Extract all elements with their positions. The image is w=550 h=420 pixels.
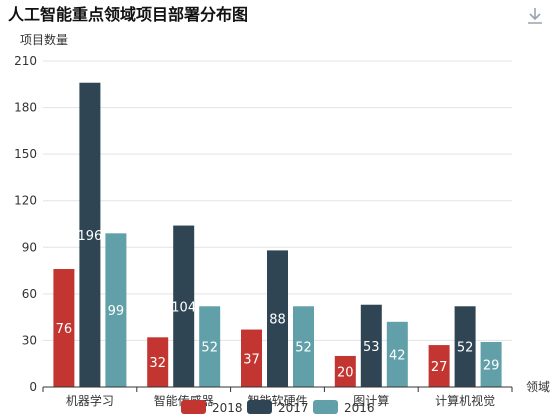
bar-value-label: 53	[363, 340, 380, 355]
bar-2017-0[interactable]	[79, 82, 101, 387]
legend-item-2018[interactable]: 2018	[181, 400, 243, 415]
bar-value-label: 37	[243, 352, 260, 367]
y-tick-label: 210	[14, 54, 37, 68]
bar-value-label: 196	[77, 229, 102, 244]
bar-value-label: 52	[457, 341, 474, 356]
bar-2018-0[interactable]	[53, 269, 75, 387]
bar-value-label: 76	[56, 322, 73, 337]
y-tick-label: 120	[14, 194, 37, 208]
bar-2018-2[interactable]	[241, 329, 262, 387]
legend-label: 2016	[344, 401, 375, 415]
bar-2016-1[interactable]	[199, 306, 221, 387]
x-axis-label: 领域	[526, 380, 550, 394]
bar-2017-3[interactable]	[360, 304, 382, 387]
bar-value-label: 42	[389, 348, 406, 363]
y-tick-label: 30	[22, 333, 37, 347]
legend-item-2016[interactable]: 2016	[313, 400, 375, 415]
legend-label: 2017	[278, 401, 309, 415]
bar-value-label: 52	[295, 341, 312, 356]
bar-value-label: 27	[431, 360, 448, 375]
bar-value-label: 88	[269, 313, 286, 328]
y-axis-label: 项目数量	[20, 32, 68, 47]
bar-value-label: 32	[149, 356, 166, 371]
y-tick-label: 180	[14, 101, 37, 115]
download-icon[interactable]	[528, 8, 542, 24]
legend-item-2017[interactable]: 2017	[247, 400, 309, 415]
bar-2016-2[interactable]	[293, 306, 314, 387]
y-tick-label: 90	[22, 240, 37, 254]
legend-swatch	[181, 400, 206, 414]
legend-label: 2018	[212, 401, 243, 415]
x-tick-label: 图计算	[353, 393, 389, 408]
y-tick-label: 0	[29, 380, 37, 394]
bar-value-label: 104	[171, 300, 196, 315]
chart-title: 人工智能重点领域项目部署分布图	[8, 5, 248, 24]
y-tick-label: 150	[14, 147, 37, 161]
legend-swatch	[313, 400, 338, 414]
bar-2017-2[interactable]	[267, 250, 288, 387]
bar-2018-4[interactable]	[428, 345, 450, 387]
bar-value-label: 29	[483, 358, 500, 373]
y-tick-label: 60	[22, 287, 37, 301]
x-tick-label: 机器学习	[66, 393, 114, 408]
bar-value-label: 52	[201, 341, 218, 356]
bar-2016-4[interactable]	[480, 341, 502, 387]
legend-swatch	[247, 400, 272, 414]
bar-value-label: 99	[108, 304, 125, 319]
bar-2016-3[interactable]	[386, 321, 408, 387]
bar-2018-1[interactable]	[147, 337, 169, 387]
x-tick-label: 计算机视觉	[435, 393, 495, 408]
bar-2017-1[interactable]	[173, 225, 195, 387]
bar-2017-4[interactable]	[454, 306, 476, 387]
bar-2016-0[interactable]	[105, 233, 127, 387]
bar-2018-3[interactable]	[334, 355, 356, 387]
bar-value-label: 20	[337, 365, 354, 380]
